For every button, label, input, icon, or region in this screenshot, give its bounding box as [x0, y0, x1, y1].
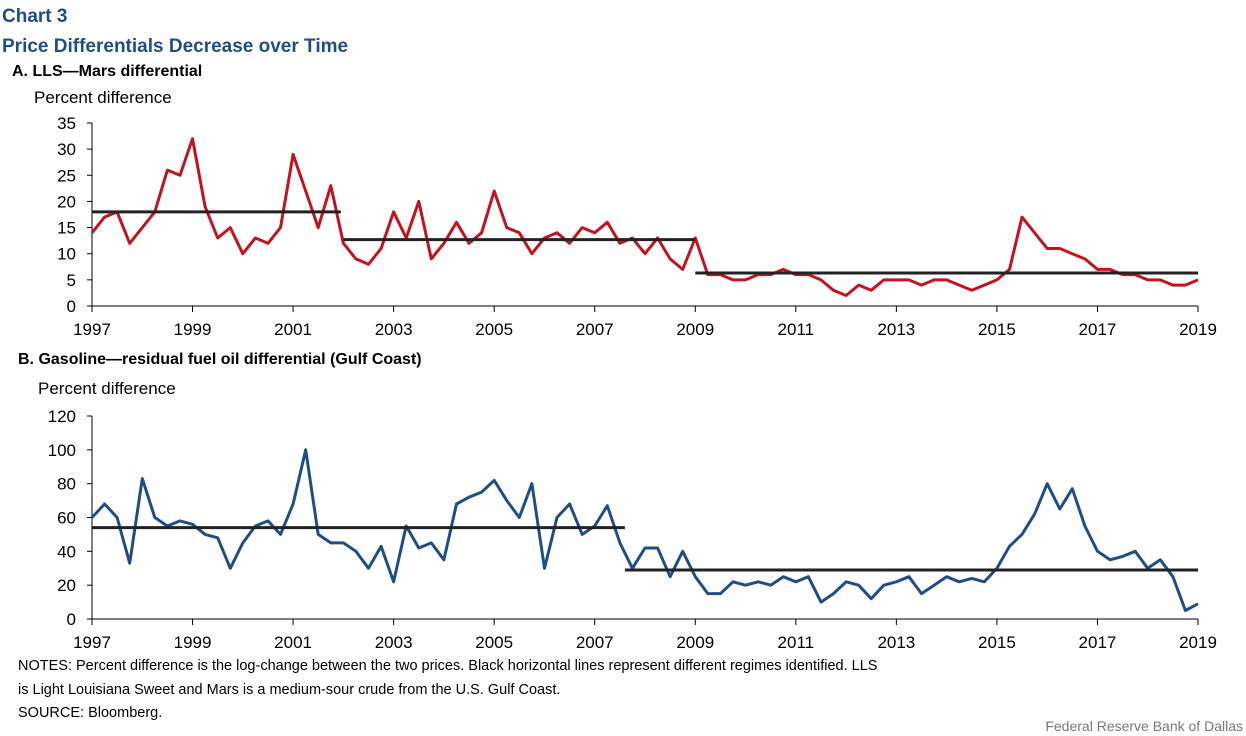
- y-tick-label: 25: [57, 166, 76, 185]
- y-axis-label: Percent difference: [38, 379, 176, 398]
- y-tick-label: 0: [67, 610, 76, 629]
- notes: NOTES: Percent difference is the log-cha…: [18, 658, 877, 674]
- x-tick-label: 2017: [1079, 633, 1117, 652]
- x-tick-label: 2011: [778, 633, 815, 652]
- x-tick-label: 1997: [73, 320, 111, 339]
- panel-title: B. Gasoline—residual fuel oil differenti…: [18, 351, 422, 368]
- x-tick-label: 2015: [978, 633, 1016, 652]
- y-tick-label: 100: [48, 441, 76, 460]
- x-tick-label: 2007: [576, 633, 614, 652]
- x-tick-label: 2019: [1179, 633, 1217, 652]
- y-tick-label: 5: [67, 271, 76, 290]
- y-tick-label: 0: [67, 297, 76, 316]
- chart-number: Chart 3: [2, 6, 67, 27]
- x-tick-label: 2013: [877, 320, 915, 339]
- y-tick-label: 10: [57, 245, 76, 264]
- x-tick-label: 2003: [375, 320, 413, 339]
- x-tick-label: 2015: [978, 320, 1016, 339]
- x-tick-label: 2007: [576, 320, 614, 339]
- x-tick-label: 1997: [73, 633, 111, 652]
- y-tick-label: 30: [57, 140, 76, 159]
- data-line: [90, 448, 1199, 612]
- x-tick-label: 2009: [676, 320, 714, 339]
- x-tick-label: 2009: [676, 633, 714, 652]
- x-tick-label: 2001: [274, 633, 312, 652]
- y-tick-label: 60: [57, 509, 76, 528]
- panel-title: A. LLS—Mars differential: [12, 63, 202, 80]
- y-tick-label: 120: [48, 407, 76, 426]
- chart-title: Price Differentials Decrease over Time: [2, 36, 348, 57]
- y-tick-label: 20: [57, 576, 76, 595]
- y-tick-label: 15: [57, 219, 76, 238]
- y-tick-label: 40: [57, 542, 76, 561]
- y-tick-label: 20: [57, 192, 76, 211]
- y-axis-label: Percent difference: [34, 88, 172, 107]
- credit: Federal Reserve Bank of Dallas: [1045, 718, 1243, 734]
- x-tick-label: 2005: [475, 633, 513, 652]
- x-tick-label: 1999: [174, 633, 212, 652]
- x-tick-label: 2013: [877, 633, 915, 652]
- notes: is Light Louisiana Sweet and Mars is a m…: [18, 682, 560, 698]
- x-tick-label: 2005: [475, 320, 513, 339]
- source: SOURCE: Bloomberg.: [18, 705, 162, 721]
- y-tick-label: 35: [57, 114, 76, 133]
- x-tick-label: 1999: [174, 320, 212, 339]
- x-tick-label: 2003: [375, 633, 413, 652]
- x-tick-label: 2019: [1179, 320, 1217, 339]
- x-tick-label: 2011: [778, 320, 815, 339]
- data-line: [90, 137, 1199, 297]
- x-tick-label: 2017: [1079, 320, 1117, 339]
- y-tick-label: 80: [57, 475, 76, 494]
- x-tick-label: 2001: [274, 320, 312, 339]
